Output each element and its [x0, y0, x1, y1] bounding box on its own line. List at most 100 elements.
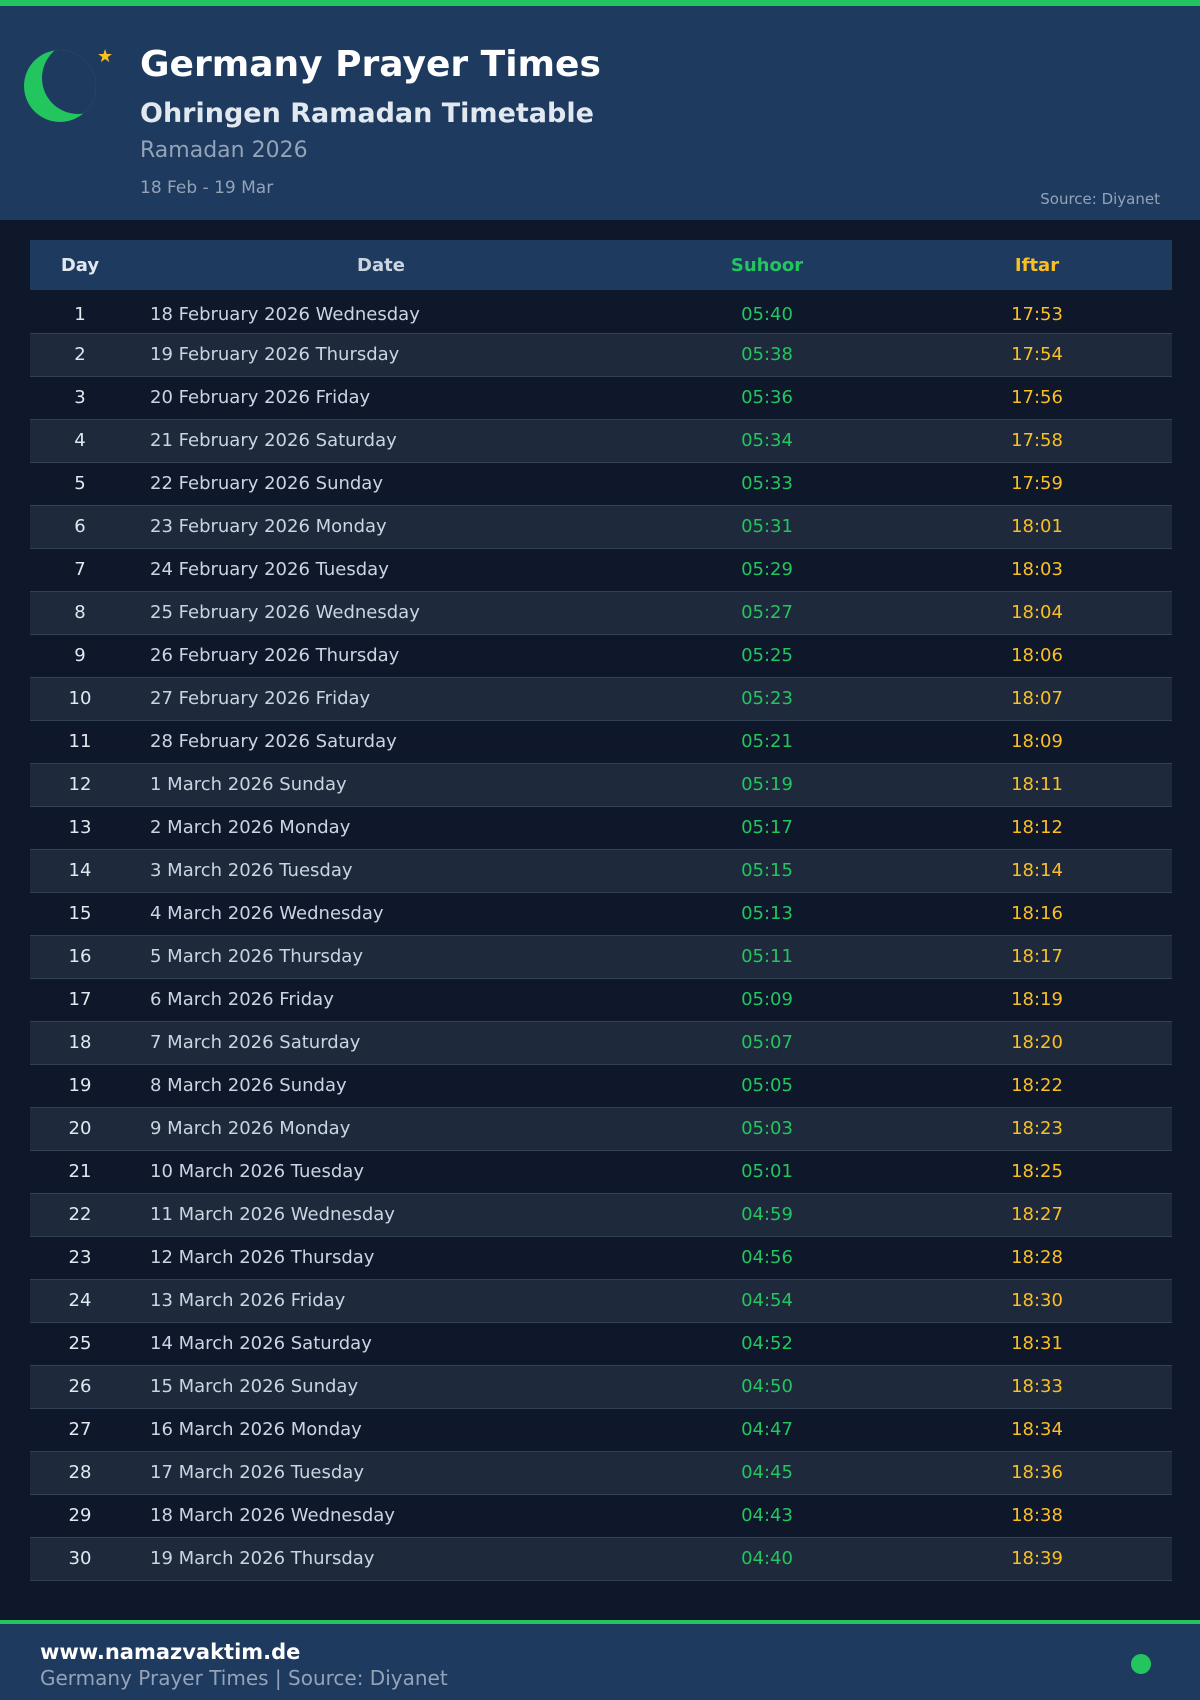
date-cell: 8 March 2026 Sunday — [130, 1064, 632, 1108]
suhoor-cell: 05:19 — [632, 763, 902, 807]
day-cell: 19 — [30, 1064, 130, 1108]
column-header-date: Date — [130, 240, 632, 290]
date-cell: 18 March 2026 Wednesday — [130, 1494, 632, 1538]
date-cell: 1 March 2026 Sunday — [130, 763, 632, 807]
day-cell: 24 — [30, 1279, 130, 1323]
iftar-cell: 17:54 — [902, 333, 1172, 377]
suhoor-cell: 05:13 — [632, 892, 902, 936]
iftar-cell: 17:56 — [902, 376, 1172, 420]
day-cell: 11 — [30, 720, 130, 764]
iftar-cell: 18:20 — [902, 1021, 1172, 1065]
iftar-cell: 17:58 — [902, 419, 1172, 463]
iftar-cell: 18:12 — [902, 806, 1172, 850]
star-icon: ★ — [97, 46, 114, 67]
day-cell: 22 — [30, 1193, 130, 1237]
date-cell: 21 February 2026 Saturday — [130, 419, 632, 463]
date-cell: 17 March 2026 Tuesday — [130, 1451, 632, 1495]
date-cell: 25 February 2026 Wednesday — [130, 591, 632, 635]
footer-site-link[interactable]: www.namazvaktim.de — [40, 1640, 301, 1664]
suhoor-cell: 05:21 — [632, 720, 902, 764]
table-row: 11 28 February 2026 Saturday 05:21 18:09 — [30, 720, 1172, 764]
table-row: 26 15 March 2026 Sunday 04:50 18:33 — [30, 1365, 1172, 1409]
table-row: 20 9 March 2026 Monday 05:03 18:23 — [30, 1107, 1172, 1151]
iftar-cell: 17:59 — [902, 462, 1172, 506]
table-row: 18 7 March 2026 Saturday 05:07 18:20 — [30, 1021, 1172, 1065]
suhoor-cell: 04:43 — [632, 1494, 902, 1538]
suhoor-cell: 05:27 — [632, 591, 902, 635]
page-subtitle: Ohringen Ramadan Timetable — [140, 98, 594, 129]
date-cell: 28 February 2026 Saturday — [130, 720, 632, 764]
table-row: 24 13 March 2026 Friday 04:54 18:30 — [30, 1279, 1172, 1323]
iftar-cell: 18:36 — [902, 1451, 1172, 1495]
table-row: 9 26 February 2026 Thursday 05:25 18:06 — [30, 634, 1172, 678]
day-cell: 14 — [30, 849, 130, 893]
table-row: 3 20 February 2026 Friday 05:36 17:56 — [30, 376, 1172, 420]
iftar-cell: 18:06 — [902, 634, 1172, 678]
suhoor-cell: 04:54 — [632, 1279, 902, 1323]
suhoor-cell: 05:07 — [632, 1021, 902, 1065]
day-cell: 28 — [30, 1451, 130, 1495]
day-cell: 30 — [30, 1537, 130, 1581]
day-cell: 2 — [30, 333, 130, 377]
date-cell: 9 March 2026 Monday — [130, 1107, 632, 1151]
iftar-cell: 18:14 — [902, 849, 1172, 893]
day-cell: 1 — [30, 290, 130, 334]
suhoor-cell: 04:47 — [632, 1408, 902, 1452]
iftar-cell: 17:53 — [902, 290, 1172, 334]
iftar-cell: 18:04 — [902, 591, 1172, 635]
suhoor-cell: 04:52 — [632, 1322, 902, 1366]
table-row: 27 16 March 2026 Monday 04:47 18:34 — [30, 1408, 1172, 1452]
suhoor-cell: 04:59 — [632, 1193, 902, 1237]
suhoor-cell: 05:11 — [632, 935, 902, 979]
iftar-cell: 18:30 — [902, 1279, 1172, 1323]
suhoor-cell: 05:09 — [632, 978, 902, 1022]
suhoor-cell: 05:34 — [632, 419, 902, 463]
table-row: 22 11 March 2026 Wednesday 04:59 18:27 — [30, 1193, 1172, 1237]
suhoor-cell: 05:15 — [632, 849, 902, 893]
day-cell: 9 — [30, 634, 130, 678]
date-cell: 14 March 2026 Saturday — [130, 1322, 632, 1366]
iftar-cell: 18:34 — [902, 1408, 1172, 1452]
suhoor-cell: 05:05 — [632, 1064, 902, 1108]
table-row: 12 1 March 2026 Sunday 05:19 18:11 — [30, 763, 1172, 807]
day-cell: 16 — [30, 935, 130, 979]
date-cell: 24 February 2026 Tuesday — [130, 548, 632, 592]
table-row: 4 21 February 2026 Saturday 05:34 17:58 — [30, 419, 1172, 463]
suhoor-cell: 04:45 — [632, 1451, 902, 1495]
iftar-cell: 18:27 — [902, 1193, 1172, 1237]
iftar-cell: 18:16 — [902, 892, 1172, 936]
date-cell: 26 February 2026 Thursday — [130, 634, 632, 678]
iftar-cell: 18:01 — [902, 505, 1172, 549]
date-range: 18 Feb - 19 Mar — [140, 178, 274, 198]
suhoor-cell: 05:33 — [632, 462, 902, 506]
table-row: 15 4 March 2026 Wednesday 05:13 18:16 — [30, 892, 1172, 936]
table-row: 14 3 March 2026 Tuesday 05:15 18:14 — [30, 849, 1172, 893]
day-cell: 5 — [30, 462, 130, 506]
day-cell: 27 — [30, 1408, 130, 1452]
source-label: Source: Diyanet — [1040, 190, 1160, 208]
suhoor-cell: 04:56 — [632, 1236, 902, 1280]
day-cell: 12 — [30, 763, 130, 807]
iftar-cell: 18:39 — [902, 1537, 1172, 1581]
day-cell: 18 — [30, 1021, 130, 1065]
table-row: 25 14 March 2026 Saturday 04:52 18:31 — [30, 1322, 1172, 1366]
day-cell: 8 — [30, 591, 130, 635]
suhoor-cell: 05:40 — [632, 290, 902, 334]
suhoor-cell: 05:29 — [632, 548, 902, 592]
suhoor-cell: 05:36 — [632, 376, 902, 420]
ramadan-year: Ramadan 2026 — [140, 138, 308, 163]
suhoor-cell: 05:03 — [632, 1107, 902, 1151]
date-cell: 15 March 2026 Sunday — [130, 1365, 632, 1409]
date-cell: 22 February 2026 Sunday — [130, 462, 632, 506]
date-cell: 10 March 2026 Tuesday — [130, 1150, 632, 1194]
top-accent-bar — [0, 0, 1200, 6]
day-cell: 10 — [30, 677, 130, 721]
status-dot-icon — [1131, 1654, 1151, 1674]
footer-text: Germany Prayer Times | Source: Diyanet — [40, 1666, 448, 1690]
date-cell: 5 March 2026 Thursday — [130, 935, 632, 979]
day-cell: 17 — [30, 978, 130, 1022]
column-header-iftar: Iftar — [902, 240, 1172, 290]
iftar-cell: 18:03 — [902, 548, 1172, 592]
day-cell: 25 — [30, 1322, 130, 1366]
page-title: Germany Prayer Times — [140, 44, 601, 85]
